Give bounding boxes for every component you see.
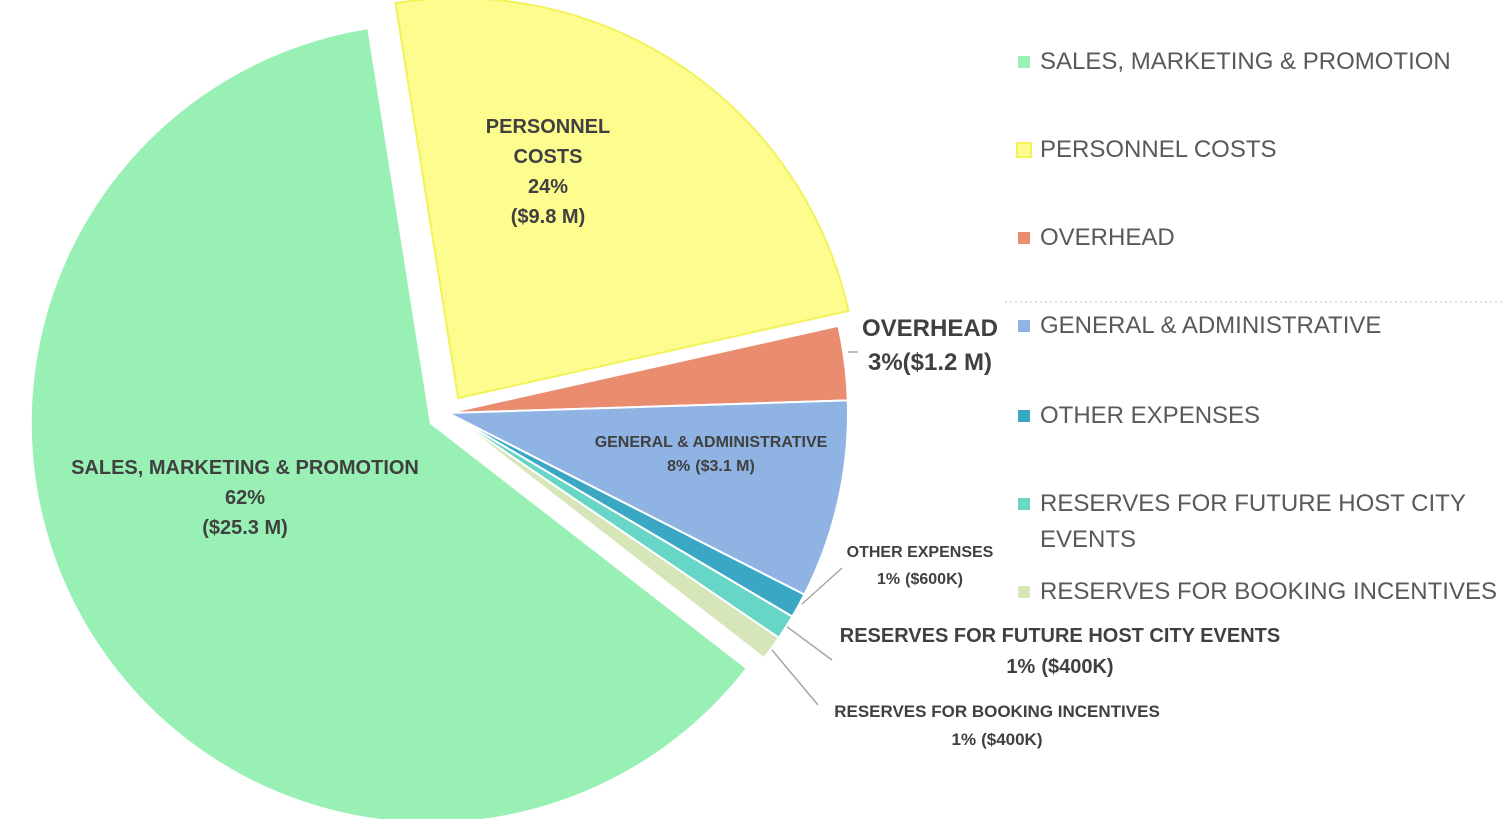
- legend-text: RESERVES FOR BOOKING INCENTIVES: [1040, 578, 1497, 605]
- pie-slice: [29, 26, 749, 819]
- legend-item: RESERVES FOR BOOKING INCENTIVES: [1018, 574, 1497, 610]
- legend-swatch: [1018, 320, 1030, 332]
- slice-label: SALES, MARKETING & PROMOTION 62% ($25.3 M): [35, 453, 455, 543]
- leader-line: [801, 567, 843, 605]
- slice-label: RESERVES FOR BOOKING INCENTIVES 1% ($400K): [812, 698, 1182, 754]
- legend-item: PERSONNEL COSTS: [1016, 132, 1277, 168]
- slice-percent: 1%: [951, 730, 977, 749]
- slice-percent: 62%: [224, 487, 266, 509]
- pie-slice: [394, 0, 850, 400]
- legend-swatch: [1018, 56, 1030, 68]
- leader-line: [771, 649, 819, 706]
- legend-item: OTHER EXPENSES: [1018, 398, 1260, 434]
- legend-text: GENERAL & ADMINISTRATIVE: [1040, 312, 1382, 339]
- legend-item: OVERHEAD: [1018, 220, 1175, 256]
- legend-item: RESERVES FOR FUTURE HOST CITY EVENTS: [1018, 486, 1470, 558]
- slice-name: SALES, MARKETING & PROMOTION: [71, 457, 419, 479]
- slice-label: GENERAL & ADMINISTRATIVE 8% ($3.1 M): [581, 431, 841, 479]
- slice-amount: ($9.8 M): [510, 206, 586, 228]
- slice-amount: ($1.2 M): [902, 349, 993, 376]
- pie-slice: [447, 399, 849, 596]
- slice-amount: ($600K): [905, 571, 963, 588]
- slice-percent: 24%: [527, 176, 569, 198]
- pie-slice: [447, 412, 781, 660]
- slice-name: OTHER EXPENSES: [846, 544, 994, 561]
- legend-text: RESERVES FOR FUTURE HOST CITY EVENTS: [1040, 490, 1466, 553]
- slice-amount: ($3.1 M): [695, 458, 755, 475]
- slice-amount: ($400K): [981, 730, 1043, 749]
- legend-swatch: [1018, 410, 1030, 422]
- slice-percent: 1%: [1006, 656, 1036, 678]
- legend-text: PERSONNEL COSTS: [1040, 136, 1277, 163]
- slice-name: OVERHEAD: [861, 315, 999, 342]
- legend-item: SALES, MARKETING & PROMOTION: [1018, 44, 1451, 80]
- slice-amount: ($25.3 M): [202, 517, 288, 539]
- slice-name: RESERVES FOR BOOKING INCENTIVES: [834, 702, 1160, 721]
- legend-text: SALES, MARKETING & PROMOTION: [1040, 48, 1451, 75]
- leader-line: [785, 625, 833, 661]
- legend-swatch: [1018, 498, 1030, 510]
- slice-label: PERSONNEL COSTS 24% ($9.8 M): [478, 112, 618, 232]
- legend-swatch: [1018, 586, 1030, 598]
- slice-name: RESERVES FOR FUTURE HOST CITY EVENTS: [839, 625, 1281, 647]
- legend-item: GENERAL & ADMINISTRATIVE: [1018, 308, 1381, 344]
- legend-text: OTHER EXPENSES: [1040, 402, 1261, 429]
- slice-percent: 1%: [877, 571, 901, 588]
- slice-percent: 3%: [867, 349, 903, 376]
- leader-lines: [771, 351, 858, 706]
- slice-label: OVERHEAD 3%($1.2 M): [845, 312, 1015, 380]
- legend-swatch: [1018, 232, 1030, 244]
- slice-percent: 8%: [667, 458, 691, 475]
- slice-label: OTHER EXPENSES 1% ($600K): [830, 539, 1010, 593]
- slice-label: RESERVES FOR FUTURE HOST CITY EVENTS 1% ($…: [830, 621, 1290, 683]
- legend-text: OVERHEAD: [1040, 224, 1175, 251]
- legend-swatch: [1016, 142, 1032, 158]
- slice-name: GENERAL & ADMINISTRATIVE: [594, 434, 828, 451]
- slice-name: PERSONNEL COSTS: [485, 116, 611, 168]
- slice-amount: ($400K): [1041, 656, 1114, 678]
